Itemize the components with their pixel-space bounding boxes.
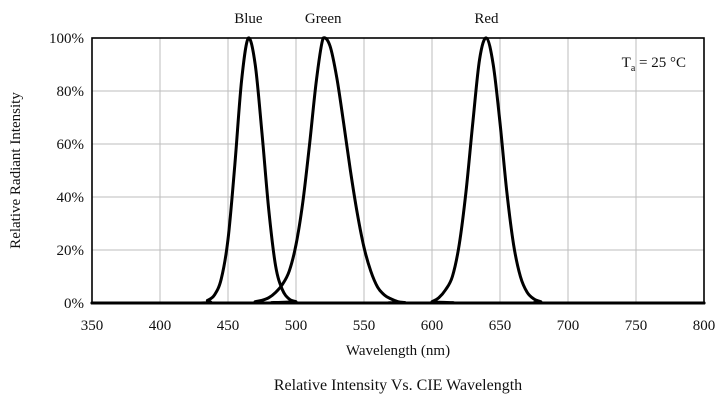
y-tick-label-5: 100%	[49, 31, 84, 47]
y-tick-label-3: 60%	[57, 137, 85, 153]
x-tick-label-4: 550	[353, 318, 376, 334]
tick-labels: 350 400 450 500 550 600 650 700 750 800 0% 20% 40% 60…	[49, 31, 715, 334]
x-tick-label-1: 400	[149, 318, 172, 334]
y-axis-title: Relative Radiant Intensity	[8, 92, 24, 249]
y-tick-label-2: 40%	[57, 190, 85, 206]
series-curves	[90, 36, 706, 305]
plot-frame	[91, 37, 705, 304]
series-label-red: Red	[474, 11, 499, 27]
series-blue-line	[90, 36, 706, 305]
x-tick-label-2: 450	[217, 318, 240, 334]
x-tick-label-9: 800	[693, 318, 716, 334]
x-tick-label-8: 750	[625, 318, 648, 334]
x-tick-label-5: 600	[421, 318, 444, 334]
x-tick-label-0: 350	[81, 318, 104, 334]
y-tick-label-1: 20%	[57, 243, 85, 259]
y-tick-label-0: 0%	[64, 296, 84, 312]
annotation-base: T	[622, 55, 631, 71]
series-label-green: Green	[305, 11, 342, 27]
grid	[91, 37, 705, 304]
y-tick-label-4: 80%	[57, 84, 85, 100]
series-labels: Blue Green Red	[234, 11, 499, 27]
annotation-subscript: a	[631, 63, 636, 74]
series-label-blue: Blue	[234, 11, 263, 27]
x-tick-label-7: 700	[557, 318, 580, 334]
x-axis-title: Wavelength (nm)	[346, 343, 450, 359]
series-red-line	[90, 36, 706, 305]
temperature-annotation: Ta = 25 °C	[622, 55, 686, 74]
x-tick-label-3: 500	[285, 318, 308, 334]
series-green-line	[90, 36, 706, 305]
chart-caption: Relative Intensity Vs. CIE Wavelength	[274, 377, 522, 394]
annotation-value: = 25 °C	[635, 55, 686, 71]
x-tick-label-6: 650	[489, 318, 512, 334]
